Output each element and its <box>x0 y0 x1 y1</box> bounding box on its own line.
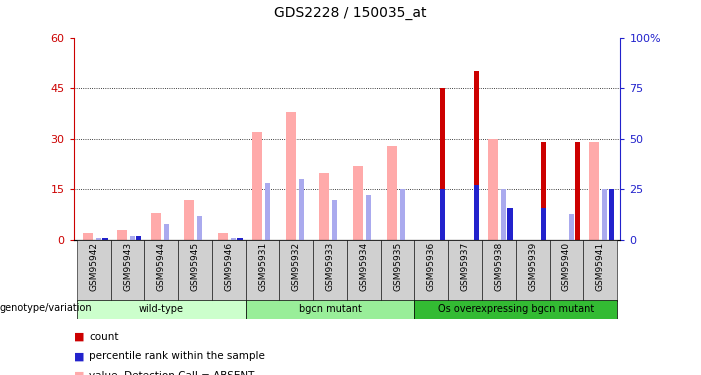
Text: GSM95932: GSM95932 <box>292 242 301 291</box>
Bar <box>77 300 246 319</box>
Bar <box>246 240 280 302</box>
Bar <box>508 208 512 240</box>
Bar <box>77 240 111 302</box>
Text: GSM95940: GSM95940 <box>562 242 571 291</box>
Text: count: count <box>89 332 118 342</box>
Bar <box>285 112 296 240</box>
Text: ■: ■ <box>74 351 84 361</box>
Bar <box>440 88 445 240</box>
Text: GSM95939: GSM95939 <box>528 242 537 291</box>
Bar <box>541 208 546 240</box>
Text: GSM95938: GSM95938 <box>494 242 503 291</box>
Bar <box>280 240 313 302</box>
Text: GSM95934: GSM95934 <box>360 242 368 291</box>
Bar <box>151 213 161 240</box>
Bar <box>246 300 414 319</box>
Text: GSM95937: GSM95937 <box>461 242 470 291</box>
Text: percentile rank within the sample: percentile rank within the sample <box>89 351 265 361</box>
Bar <box>163 224 169 240</box>
Bar <box>184 200 194 240</box>
Bar <box>541 142 546 240</box>
Text: GDS2228 / 150035_at: GDS2228 / 150035_at <box>274 6 427 20</box>
Text: ■: ■ <box>74 332 84 342</box>
Text: GSM95942: GSM95942 <box>89 242 98 291</box>
Bar <box>602 189 607 240</box>
Bar <box>488 139 498 240</box>
Bar <box>144 240 178 302</box>
Bar <box>218 233 229 240</box>
Bar <box>332 200 337 240</box>
Bar <box>414 240 448 302</box>
Bar <box>381 240 414 302</box>
Bar <box>474 71 479 240</box>
Bar <box>414 300 617 319</box>
Bar <box>96 238 101 240</box>
Text: GSM95933: GSM95933 <box>326 242 334 291</box>
Bar <box>178 240 212 302</box>
Bar <box>117 230 127 240</box>
Text: genotype/variation: genotype/variation <box>0 303 93 313</box>
Text: GSM95946: GSM95946 <box>224 242 233 291</box>
Text: GSM95941: GSM95941 <box>596 242 605 291</box>
Bar <box>387 146 397 240</box>
Bar <box>353 166 363 240</box>
Text: bgcn mutant: bgcn mutant <box>299 304 362 314</box>
Bar <box>231 238 236 240</box>
Bar <box>590 142 599 240</box>
Bar <box>440 189 445 240</box>
Bar <box>102 238 107 240</box>
Text: GSM95945: GSM95945 <box>191 242 200 291</box>
Bar <box>83 233 93 240</box>
Bar <box>130 236 135 240</box>
Text: GSM95936: GSM95936 <box>427 242 436 291</box>
Bar <box>550 240 583 302</box>
Bar <box>569 214 573 240</box>
Bar <box>400 189 405 240</box>
Bar <box>299 179 304 240</box>
Text: GSM95935: GSM95935 <box>393 242 402 291</box>
Text: Os overexpressing bgcn mutant: Os overexpressing bgcn mutant <box>437 304 594 314</box>
Bar <box>238 238 243 240</box>
Bar <box>313 240 347 302</box>
Text: GSM95931: GSM95931 <box>258 242 267 291</box>
Bar <box>482 240 516 302</box>
Bar <box>252 132 262 240</box>
Text: GSM95944: GSM95944 <box>157 242 166 291</box>
Bar <box>320 172 329 240</box>
Text: ■: ■ <box>74 371 84 375</box>
Text: GSM95943: GSM95943 <box>123 242 132 291</box>
Text: wild-type: wild-type <box>139 304 184 314</box>
Bar <box>197 216 203 240</box>
Bar <box>583 240 617 302</box>
Bar <box>501 189 506 240</box>
Bar <box>111 240 144 302</box>
Bar <box>474 185 479 240</box>
Bar <box>575 142 580 240</box>
Bar <box>212 240 246 302</box>
Text: value, Detection Call = ABSENT: value, Detection Call = ABSENT <box>89 371 254 375</box>
Bar <box>366 195 371 240</box>
Bar <box>265 183 270 240</box>
Bar <box>608 189 614 240</box>
Bar <box>516 240 550 302</box>
Bar <box>448 240 482 302</box>
Bar <box>347 240 381 302</box>
Bar <box>136 236 142 240</box>
